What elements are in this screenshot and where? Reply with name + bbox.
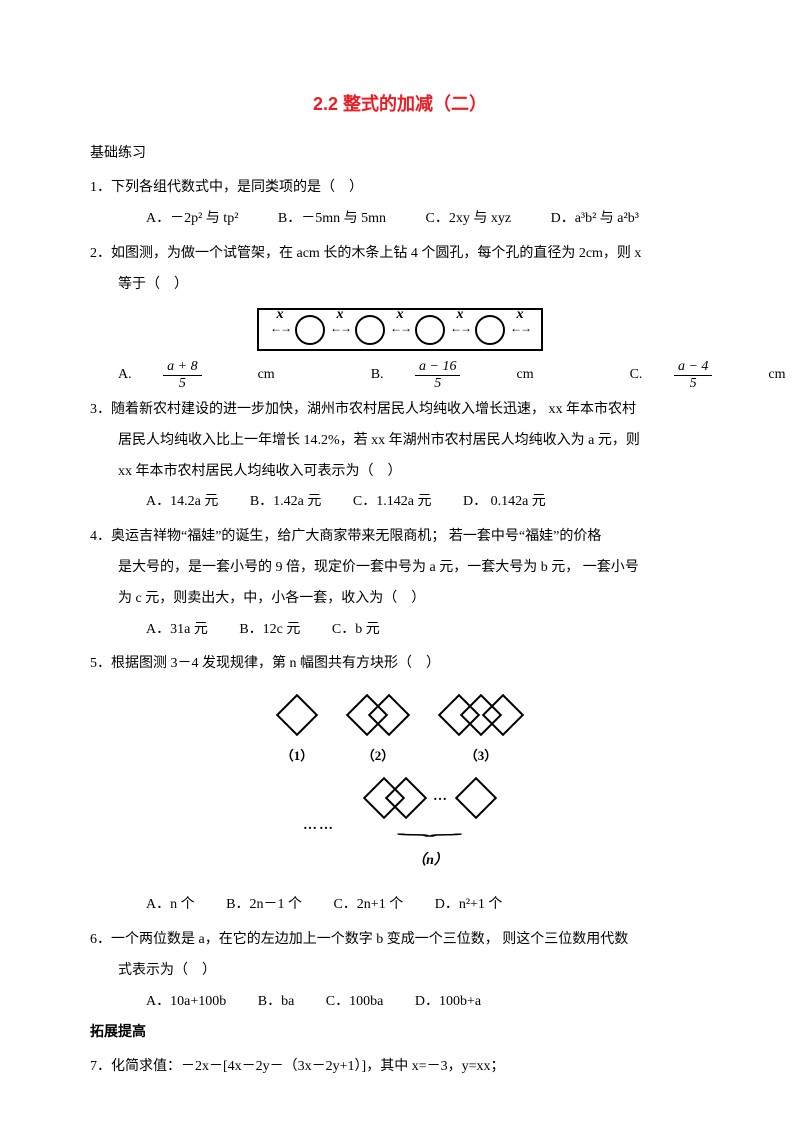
- page-title: 2.2 整式的加减（二）: [90, 90, 710, 119]
- question-7: 7．化简求值：－2x－[4x－2y－（3x－2y+1）]，其中 x=－3，y=x…: [90, 1052, 710, 1083]
- q6-line1: 6．一个两位数是 a，在它的左边加上一个数字 b 变成一个三位数， 则这个三位数…: [90, 925, 710, 956]
- q1-opt-c: C．2xy 与 xyz: [426, 204, 512, 235]
- question-1: 1．下列各组代数式中，是同类项的是（ ） A．－2p² 与 tp² B．－5mn…: [90, 173, 710, 235]
- q5-opt-a: A．n 个: [146, 890, 195, 921]
- question-4: 4．奥运吉祥物“福娃”的诞生，给广大商家带来无限商机； 若一套中号“福娃”的价格…: [90, 522, 710, 645]
- q1-opt-d: D．a³b² 与 a²b³: [551, 204, 639, 235]
- q5-opt-d: D．n²+1 个: [435, 890, 503, 921]
- q1-opt-a: A．－2p² 与 tp²: [146, 204, 238, 235]
- q2-line1: 2．如图测，为做一个试管架，在 acm 长的木条上钻 4 个圆孔，每个孔的直径为…: [90, 239, 710, 270]
- q4-opt-b: B．12c 元: [239, 615, 300, 646]
- q3-line3: xx 年本市农村居民人均纯收入可表示为（ ）: [90, 457, 710, 488]
- q3-line2: 居民人均纯收入比上一年增长 14.2%，若 xx 年湖州市农村居民人均纯收入为 …: [90, 426, 710, 457]
- q2-opt-a: A. a + 85cm: [118, 359, 303, 391]
- q5-opt-c: C．2n+1 个: [333, 890, 403, 921]
- q5-text: 5．根据图测 3－4 发现规律，第 n 幅图共有方块形（ ）: [90, 649, 710, 680]
- q3-opt-d: D． 0.142a 元: [463, 487, 546, 518]
- q7-text: 7．化简求值：－2x－[4x－2y－（3x－2y+1）]，其中 x=－3，y=x…: [90, 1052, 710, 1083]
- q6-opt-b: B．ba: [258, 987, 295, 1018]
- q6-opt-c: C．100ba: [326, 987, 384, 1018]
- q1-opt-b: B．－5mn 与 5mn: [278, 204, 386, 235]
- q2-opt-b: B. a − 165cm: [371, 359, 562, 391]
- q4-opt-a: A．31a 元: [146, 615, 208, 646]
- q2-opt-c: C. a − 45cm: [630, 359, 800, 391]
- q6-opt-d: D．100b+a: [415, 987, 481, 1018]
- question-2: 2．如图测，为做一个试管架，在 acm 长的木条上钻 4 个圆孔，每个孔的直径为…: [90, 239, 710, 391]
- question-6: 6．一个两位数是 a，在它的左边加上一个数字 b 变成一个三位数， 则这个三位数…: [90, 925, 710, 1017]
- q3-opt-c: C．1.142a 元: [353, 487, 432, 518]
- q5-opt-b: B．2n－1 个: [226, 890, 302, 921]
- q6-line2: 式表示为（ ）: [90, 956, 710, 987]
- q1-text: 1．下列各组代数式中，是同类项的是（ ）: [90, 173, 710, 204]
- q4-line2: 是大号的，是一套小号的 9 倍，现定价一套中号为 a 元，一套大号为 b 元， …: [90, 553, 710, 584]
- q3-line1: 3．随着新农村建设的进一步加快，湖州市农村居民人均纯收入增长迅速， xx 年本市…: [90, 395, 710, 426]
- q4-opt-c: C．b 元: [332, 615, 380, 646]
- q2-line2: 等于（ ）: [90, 270, 710, 301]
- section-basic: 基础练习: [90, 143, 710, 165]
- section-extend: 拓展提高: [90, 1022, 710, 1044]
- q4-line1: 4．奥运吉祥物“福娃”的诞生，给广大商家带来无限商机； 若一套中号“福娃”的价格: [90, 522, 710, 553]
- q4-line3: 为 c 元，则卖出大，中，小各一套，收入为（ ）: [90, 584, 710, 615]
- question-3: 3．随着新农村建设的进一步加快，湖州市农村居民人均纯收入增长迅速， xx 年本市…: [90, 395, 710, 518]
- q2-figure: x←→ x←→ x←→ x←→ x←→: [90, 308, 710, 351]
- question-5: 5．根据图测 3－4 发现规律，第 n 幅图共有方块形（ ） （1） （2） （…: [90, 649, 710, 921]
- q6-opt-a: A．10a+100b: [146, 987, 226, 1018]
- q3-opt-a: A．14.2a 元: [146, 487, 218, 518]
- q3-opt-b: B．1.42a 元: [250, 487, 322, 518]
- q5-figure: （1） （2） （3） ……: [90, 688, 710, 882]
